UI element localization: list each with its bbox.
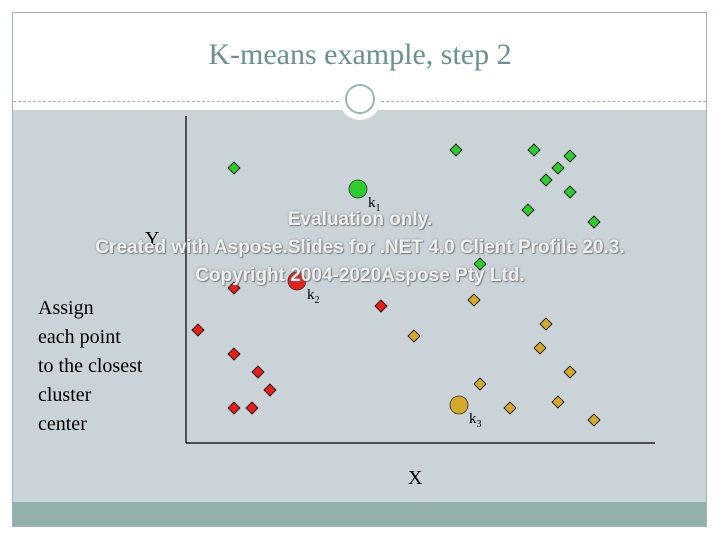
green-data-point	[449, 143, 463, 157]
yellow-data-point	[407, 329, 421, 343]
instruction-text: Assign each point to the closest cluster…	[38, 294, 178, 439]
instruction-line: to the closest	[38, 355, 143, 377]
yellow-data-point	[551, 395, 565, 409]
watermark-line-2: Created with Aspose.Slides for .NET 4.0 …	[95, 237, 625, 258]
green-data-point	[473, 257, 487, 271]
yellow-data-point	[563, 365, 577, 379]
center-k1-marker	[348, 179, 368, 199]
red-data-point	[191, 323, 205, 337]
green-data-point	[527, 143, 541, 157]
watermark-line-3: Copyright 2004-2020Aspose Pty Ltd.	[195, 265, 525, 286]
title-divider-left	[13, 101, 339, 102]
instruction-line: each point	[38, 326, 121, 348]
red-data-point	[227, 347, 241, 361]
center-k3-marker	[449, 395, 469, 415]
green-data-point	[539, 173, 553, 187]
yellow-data-point	[587, 413, 601, 427]
instruction-line: cluster	[38, 384, 92, 406]
red-data-point	[227, 401, 241, 415]
instruction-line: Assign	[38, 297, 94, 319]
yellow-data-point	[539, 317, 553, 331]
red-data-point	[245, 401, 259, 415]
green-data-point	[563, 185, 577, 199]
slide-title: K-means example, step 2	[208, 38, 512, 71]
green-data-point	[551, 161, 565, 175]
green-data-point	[227, 161, 241, 175]
center-k2-marker	[287, 271, 307, 291]
center-k3-label: k3	[469, 411, 482, 430]
ornament-ring-icon	[345, 84, 375, 114]
title-divider-right	[381, 101, 706, 102]
x-axis-label: X	[408, 467, 423, 489]
content-area	[13, 110, 706, 502]
yellow-data-point	[467, 293, 481, 307]
watermark-line-1: Evaluation only.	[287, 209, 433, 230]
data-points	[191, 143, 601, 427]
green-data-point	[587, 215, 601, 229]
green-data-point	[563, 149, 577, 163]
slide-frame	[12, 12, 707, 527]
center-k2-label: k2	[307, 287, 320, 306]
green-data-point	[521, 203, 535, 217]
red-data-point	[251, 365, 265, 379]
red-data-point	[227, 281, 241, 295]
y-axis-label: Y	[145, 228, 160, 250]
red-data-point	[374, 299, 388, 313]
yellow-data-point	[473, 377, 487, 391]
yellow-data-point	[503, 401, 517, 415]
footer-bar	[13, 502, 706, 526]
yellow-data-point	[533, 341, 547, 355]
red-data-point	[263, 383, 277, 397]
instruction-line: center	[38, 413, 87, 435]
